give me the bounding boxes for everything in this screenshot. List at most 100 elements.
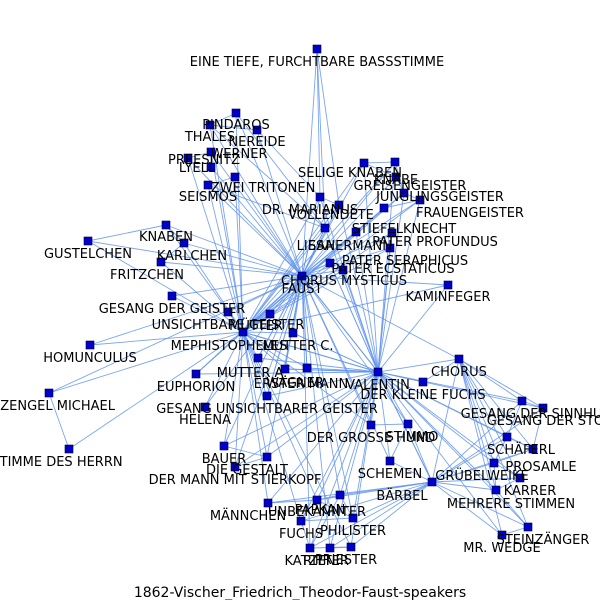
node-label-schemen: SCHEMEN xyxy=(358,467,422,482)
node-fuchs[interactable] xyxy=(418,377,428,387)
node-nereide[interactable] xyxy=(252,125,262,135)
edge-katzen-valentin xyxy=(309,371,379,549)
node-stoppf[interactable] xyxy=(538,403,548,413)
node-muttera[interactable] xyxy=(253,353,263,363)
node-label-bauer: BAUER xyxy=(202,452,247,467)
node-philister[interactable] xyxy=(348,513,358,523)
node-label-fuchs: DER KLEINE FUCHS xyxy=(360,388,485,403)
node-seraphicus[interactable] xyxy=(385,243,395,253)
node-marianus[interactable] xyxy=(315,192,325,202)
edge-papkan-valentin xyxy=(339,371,379,496)
node-karrer[interactable] xyxy=(515,473,525,483)
node-liesa[interactable] xyxy=(320,223,330,233)
edge-bauer-gestalt xyxy=(223,445,268,458)
node-karlchen[interactable] xyxy=(179,238,189,248)
node-ecstaticus[interactable] xyxy=(338,265,348,275)
node-thales[interactable] xyxy=(205,120,215,130)
node-faust[interactable] xyxy=(297,271,307,281)
edge-gustelchen-faust xyxy=(87,240,303,277)
node-gesangg[interactable] xyxy=(167,291,177,301)
node-mephisto[interactable] xyxy=(238,327,248,337)
node-fuchs2[interactable] xyxy=(296,516,306,526)
node-label-papkan: PAPKAN xyxy=(295,503,346,518)
node-mutterc[interactable] xyxy=(288,328,298,338)
edge-grosse-stimmo xyxy=(370,423,409,426)
node-label-gesangg: GESANG DER GEISTER xyxy=(99,302,246,317)
node-mehrere[interactable] xyxy=(491,485,501,495)
node-frauengeister[interactable] xyxy=(415,195,425,205)
node-helena[interactable] xyxy=(200,402,210,412)
node-label-marianus: DR. MARIANUS xyxy=(262,203,358,218)
edge-frauengeister-valentin xyxy=(377,199,421,373)
edge-chorusm-faust xyxy=(301,262,331,277)
node-prosamle[interactable] xyxy=(528,444,538,454)
node-werner[interactable] xyxy=(206,147,216,157)
node-stimmo[interactable] xyxy=(403,419,413,429)
node-label-pindaros: PINDAROS xyxy=(202,118,270,133)
node-ritter[interactable] xyxy=(325,543,335,553)
node-wagner[interactable] xyxy=(302,363,312,373)
node-juengling[interactable] xyxy=(399,188,409,198)
node-stierkopf[interactable] xyxy=(230,462,240,472)
node-label-thales: THALES xyxy=(184,130,235,145)
node-profundus[interactable] xyxy=(387,228,397,238)
edge-mehrere-valentin xyxy=(377,371,497,491)
edge-thales-faust xyxy=(209,124,303,277)
node-stiefel[interactable] xyxy=(379,203,389,213)
node-engel[interactable] xyxy=(44,388,54,398)
edge-nereide-faust xyxy=(256,129,303,277)
node-kaminfeger[interactable] xyxy=(443,280,453,290)
node-chorus[interactable] xyxy=(454,354,464,364)
node-greis[interactable] xyxy=(390,157,400,167)
node-papkan[interactable] xyxy=(335,490,345,500)
edge-gruebelweike-schaeferl xyxy=(493,436,508,464)
node-schemen[interactable] xyxy=(385,456,395,466)
node-homunculus[interactable] xyxy=(85,340,95,350)
node-tritonen[interactable] xyxy=(230,172,240,182)
node-knabe[interactable] xyxy=(391,172,401,182)
edge-chorus-prosamle xyxy=(458,358,534,450)
node-muetter[interactable] xyxy=(265,309,275,319)
node-fritzchen[interactable] xyxy=(156,257,166,267)
node-wedge[interactable] xyxy=(497,530,507,540)
node-gesangu[interactable] xyxy=(262,391,272,401)
node-maennchen[interactable] xyxy=(263,498,273,508)
node-sahermann[interactable] xyxy=(351,227,361,237)
edge-ecstaticus-valentin xyxy=(342,269,379,373)
node-schaeferl[interactable] xyxy=(502,432,512,442)
node-chorusm[interactable] xyxy=(325,258,335,268)
edge-tritonen-faust xyxy=(234,176,303,277)
node-gruebelweike[interactable] xyxy=(489,458,499,468)
node-selige[interactable] xyxy=(359,158,369,168)
node-gestalt[interactable] xyxy=(262,452,272,462)
node-sinnhub[interactable] xyxy=(517,396,527,406)
edge-muttera-faust xyxy=(257,275,303,359)
node-label-fuchs2: FUCHS xyxy=(279,527,323,542)
node-unsichtbare[interactable] xyxy=(223,307,233,317)
edge-sahermann-valentin xyxy=(355,231,379,373)
node-erster[interactable] xyxy=(280,364,290,374)
node-preesnitz[interactable] xyxy=(183,153,193,163)
node-bass[interactable] xyxy=(312,44,322,54)
node-bauer[interactable] xyxy=(219,441,229,451)
node-valentin[interactable] xyxy=(373,367,383,377)
node-label-kaminfeger: KAMINFEGER xyxy=(406,290,491,305)
node-knaben[interactable] xyxy=(161,220,171,230)
node-euphorion[interactable] xyxy=(191,369,201,379)
node-barbel[interactable] xyxy=(427,477,437,487)
edge-barbel-prosamle xyxy=(431,448,534,483)
node-unbekannter[interactable] xyxy=(312,495,322,505)
node-seismos[interactable] xyxy=(203,180,213,190)
edge-barbel-stoppf xyxy=(431,407,544,483)
node-stimme[interactable] xyxy=(64,444,74,454)
node-vollendete[interactable] xyxy=(334,200,344,210)
edge-ecstaticus-faust xyxy=(301,269,344,277)
node-katzen[interactable] xyxy=(305,543,315,553)
node-pindaros[interactable] xyxy=(231,108,241,118)
node-grosse[interactable] xyxy=(366,420,376,430)
node-steinzaenger[interactable] xyxy=(523,522,533,532)
node-lyell[interactable] xyxy=(206,162,216,172)
node-gustelchen[interactable] xyxy=(83,236,93,246)
node-priester[interactable] xyxy=(346,542,356,552)
edge-erster-mephisto xyxy=(242,331,286,370)
